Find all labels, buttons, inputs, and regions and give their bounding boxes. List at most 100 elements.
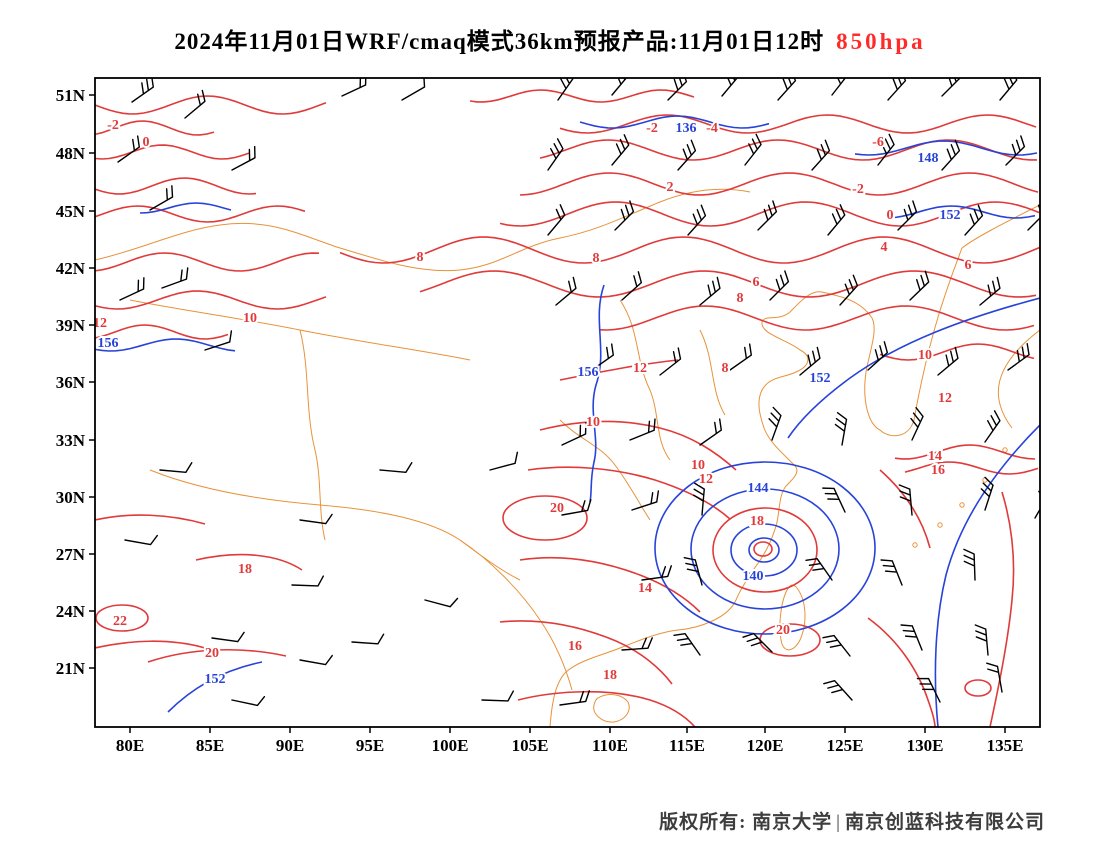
wind-barb <box>611 134 630 166</box>
wind-barb <box>827 204 846 236</box>
wind-barb <box>621 271 643 301</box>
contour-value-label: 152 <box>810 371 831 386</box>
red-contour-line <box>95 514 206 525</box>
wind-barb <box>937 346 959 376</box>
latitude-tick-label: 21N <box>56 659 86 678</box>
contour-value-label: 16 <box>931 463 945 478</box>
wind-barb <box>777 78 797 101</box>
wind-barb <box>559 690 591 706</box>
red-contour-line <box>95 205 306 223</box>
red-temperature-contours-group <box>95 89 1040 727</box>
wind-barb <box>299 513 333 525</box>
wind-barb <box>555 276 577 306</box>
latitude-tick-label: 36N <box>56 373 86 392</box>
contour-value-label: 12 <box>93 316 107 331</box>
wind-barb <box>231 145 256 171</box>
wind-barb <box>291 575 325 587</box>
wind-barb <box>721 78 740 97</box>
contour-value-label: 10 <box>918 348 932 363</box>
red-closed-contour <box>964 679 992 697</box>
wind-barb <box>768 406 782 441</box>
red-contour-line <box>95 252 320 272</box>
blue-contour-line <box>139 202 232 214</box>
wind-barb <box>611 78 630 96</box>
wind-barb <box>401 78 426 101</box>
blue-contour-line <box>854 140 1038 156</box>
wind-barb <box>887 78 907 101</box>
wind-barb <box>561 422 587 446</box>
map-frame <box>94 77 1041 728</box>
contour-value-label: 14 <box>928 449 942 464</box>
wind-barb <box>729 343 752 371</box>
wind-barb-group <box>117 78 1040 707</box>
wind-barb <box>119 277 145 301</box>
blue-contour-line <box>787 297 1040 439</box>
longitude-tick-label: 115E <box>669 736 705 755</box>
wind-barb <box>561 499 592 516</box>
latitude-tick-label: 24N <box>56 602 86 621</box>
coastline-path <box>149 469 521 581</box>
blue-contour-line <box>894 205 1036 219</box>
longitude-tick-label: 125E <box>827 736 864 755</box>
blue-closed-contour <box>748 537 780 563</box>
contour-value-label: 18 <box>238 562 252 577</box>
contour-value-label: 140 <box>743 569 764 584</box>
wind-barb <box>481 690 515 702</box>
wind-barb <box>631 490 660 511</box>
latitude-tick-label: 27N <box>56 545 86 564</box>
wind-barb <box>974 624 989 656</box>
wind-barb <box>204 330 233 351</box>
contour-value-label: 0 <box>143 135 150 150</box>
red-contour-line <box>517 690 696 727</box>
coastline-path <box>299 329 326 541</box>
contour-value-label: 10 <box>243 311 257 326</box>
coastline-path <box>459 539 573 691</box>
wind-barb <box>979 276 1001 306</box>
red-contour-line <box>559 359 679 381</box>
longitude-tick-label: 105E <box>512 736 549 755</box>
contour-value-label: 16 <box>568 639 582 654</box>
red-contour-line <box>339 236 1040 264</box>
wind-barb <box>963 548 976 581</box>
red-contour-line <box>879 469 931 549</box>
wind-barb <box>877 133 895 166</box>
red-contour-line <box>904 461 1039 475</box>
red-contour-line <box>95 120 215 136</box>
red-closed-contour <box>502 495 588 541</box>
contour-value-label: 8 <box>737 291 744 306</box>
longitude-tick-label: 90E <box>276 736 304 755</box>
contour-value-label: 8 <box>417 250 424 265</box>
blue-closed-contour <box>730 523 798 577</box>
longitude-tick-label: 85E <box>196 736 224 755</box>
contour-value-label: 8 <box>722 361 729 376</box>
blue-closed-contour <box>654 461 876 635</box>
wind-barb <box>822 634 851 657</box>
red-contour-line <box>195 553 303 571</box>
contour-value-label: 144 <box>748 481 769 496</box>
wind-barb <box>184 89 206 119</box>
red-contour-line <box>879 343 1035 361</box>
copyright-company: 南京创蓝科技有限公司 <box>844 812 1045 833</box>
wind-barb <box>811 139 831 171</box>
wind-barb <box>941 78 962 97</box>
coastline-path <box>559 419 651 521</box>
copyright-footer: 版权所有: 南京大学 | 南京创蓝科技有限公司 <box>659 807 1045 834</box>
wind-barb <box>839 274 859 306</box>
wind-barb <box>897 200 918 231</box>
contour-value-label: -6 <box>872 135 884 150</box>
red-contour-line <box>95 144 250 160</box>
coastline-path <box>699 329 726 416</box>
wind-barb <box>910 406 924 441</box>
wind-barb <box>424 597 459 608</box>
red-contour-line <box>499 620 673 685</box>
wind-barb <box>909 270 930 301</box>
coastline-path <box>779 584 806 651</box>
red-contour-line <box>95 290 327 310</box>
contour-value-label: 8 <box>593 251 600 266</box>
longitude-tick-label: 130E <box>907 736 944 755</box>
wind-barb <box>547 204 566 236</box>
wind-barb <box>557 78 574 101</box>
wind-barb <box>161 267 189 289</box>
